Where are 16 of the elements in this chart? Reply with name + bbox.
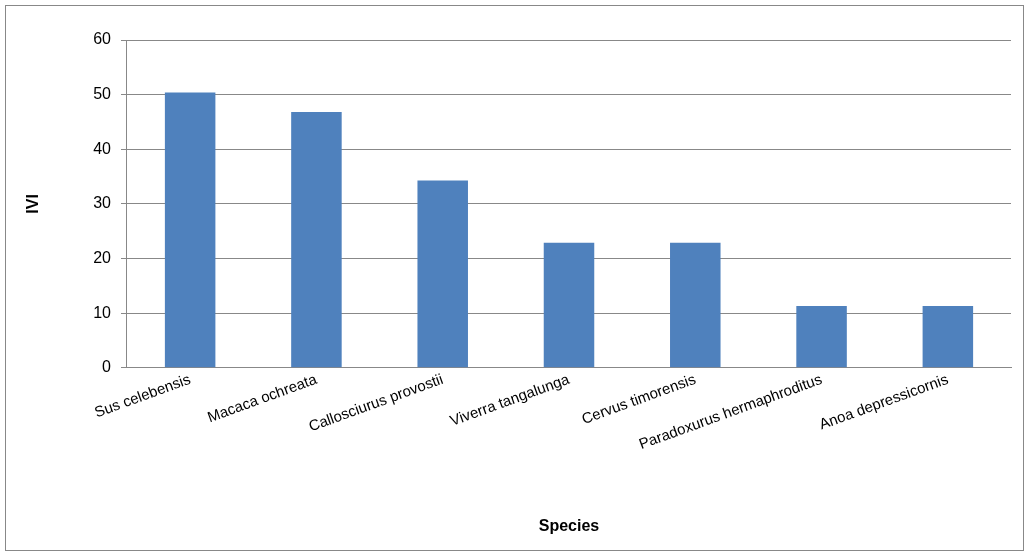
bar xyxy=(417,180,468,368)
y-axis-title: IVI xyxy=(24,194,42,214)
y-tick-label: 60 xyxy=(93,30,112,48)
y-tick-label: 50 xyxy=(93,85,112,103)
bar xyxy=(543,242,595,368)
y-tick-label: 20 xyxy=(93,248,112,266)
y-tick-label: 40 xyxy=(93,139,112,157)
bar xyxy=(796,306,847,368)
y-tick-label: 30 xyxy=(93,194,112,212)
bar xyxy=(922,306,974,368)
y-tick-label: 0 xyxy=(102,358,112,376)
y-tick-label: 10 xyxy=(93,303,112,321)
bar xyxy=(164,92,216,368)
bar xyxy=(291,112,342,368)
bar xyxy=(670,242,721,368)
x-axis-title: Species xyxy=(538,516,600,534)
